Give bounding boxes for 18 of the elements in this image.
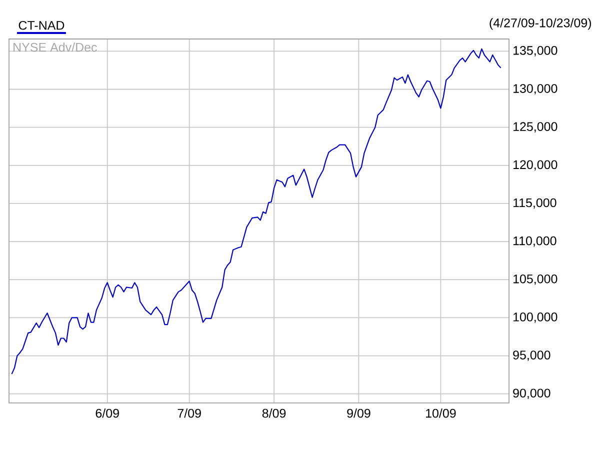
y-tick-label: 105,000 xyxy=(513,274,558,285)
x-tick-label: 6/09 xyxy=(96,408,119,418)
text: (4/27/09-10/23/09) xyxy=(490,18,592,30)
y-tick-label: 135,000 xyxy=(513,46,558,56)
y-tick-label: 110,000 xyxy=(513,236,556,247)
x-tick-label: 9/09 xyxy=(347,408,370,418)
x-tick-label: 8/09 xyxy=(262,408,286,418)
y-tick-label: 90,000 xyxy=(513,388,550,400)
y-tick-label: 100,000 xyxy=(513,312,558,323)
x-tick-label: 7/09 xyxy=(178,408,201,418)
y-tick-label: 125,000 xyxy=(513,122,558,132)
text: CT-NAD xyxy=(18,20,64,30)
y-tick-label: 115,000 xyxy=(513,198,556,209)
y-tick-label: 95,000 xyxy=(513,350,550,361)
x-tick-label: 10/09 xyxy=(426,408,456,418)
y-tick-label: 120,000 xyxy=(513,160,558,171)
y-tick-label: 130,000 xyxy=(513,84,558,94)
chart-title: NYSE Adv/Dec xyxy=(14,42,97,52)
